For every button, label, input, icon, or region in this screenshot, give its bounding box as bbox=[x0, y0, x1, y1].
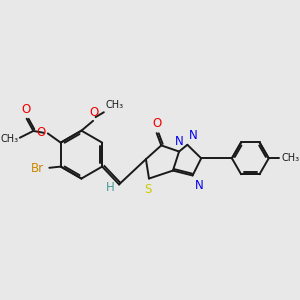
Text: N: N bbox=[189, 129, 197, 142]
Text: O: O bbox=[152, 117, 161, 130]
Text: O: O bbox=[36, 126, 46, 139]
Text: N: N bbox=[175, 136, 184, 148]
Text: CH₃: CH₃ bbox=[0, 134, 18, 144]
Text: CH₃: CH₃ bbox=[281, 153, 299, 163]
Text: N: N bbox=[195, 179, 204, 192]
Text: CH₃: CH₃ bbox=[105, 100, 123, 110]
Text: O: O bbox=[21, 103, 31, 116]
Text: H: H bbox=[106, 181, 115, 194]
Text: S: S bbox=[144, 182, 151, 196]
Text: Br: Br bbox=[31, 162, 44, 175]
Text: O: O bbox=[89, 106, 98, 119]
